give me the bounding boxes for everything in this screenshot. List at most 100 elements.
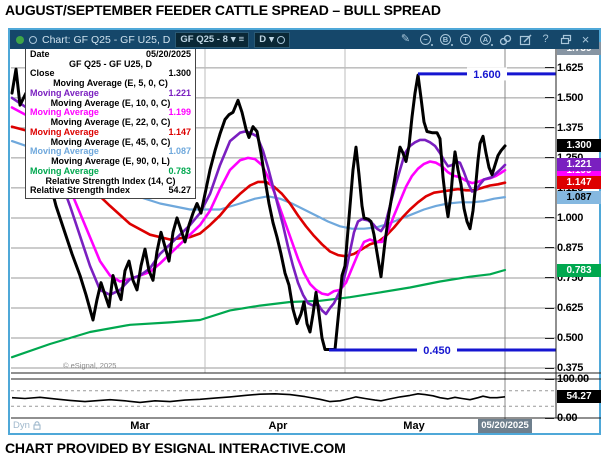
clock-icon[interactable] [276,35,285,44]
window-restore-icon[interactable] [558,32,573,47]
interval-box[interactable]: D ▾ [254,31,290,48]
ref-line-label: 1.600 [473,69,501,81]
axis-tick-text: 1.375 [557,121,584,134]
legend-row-value: 1.300 [168,68,191,79]
legend-row: Relative Strength Index 54.27 [30,186,191,196]
chevron-down-icon[interactable]: ▾ [230,34,236,45]
legend-row-value: 0.783 [168,165,191,176]
indicators-icon[interactable]: ~ [418,32,433,47]
chevron-down-icon[interactable]: ▾ [269,34,274,45]
rsi-axis-label: 0.00 [545,412,601,425]
axis-tick [545,127,554,129]
price-axis-label: 1.375 [545,121,601,134]
legend-row: Moving Average 1.221 [30,87,191,99]
series-rsi [11,392,506,404]
rsi-axis-label: 100.00 [545,373,601,386]
chart-title-label: Chart: GF Q25 - GF U25, D [42,33,171,46]
last-date-badge: 05/20/2025 [478,419,532,433]
help-icon[interactable]: ? [542,33,549,45]
price-badge-1.147: 1.147 [557,176,601,190]
symbol-value: GF Q25 - 8 [180,34,228,45]
price-axis-label: 1.500 [545,91,601,104]
legend-row-label: Moving Average [30,146,99,157]
legend-row: Date 05/20/2025 [30,49,191,60]
legend-row: Moving Average (E, 10, 0, C) [50,97,171,108]
legend-row: Moving Average (E, 5, 0, C) [53,78,168,89]
text-tool-icon[interactable]: T [458,32,473,47]
close-icon[interactable]: × [581,32,590,47]
axis-tick [545,157,554,159]
price-axis-label: 1.625 [545,61,601,74]
axis-tick [545,277,554,279]
link-channels-icon[interactable] [498,32,513,47]
series-ema-90-l- [10,268,507,359]
legend-row: Moving Average 1.199 [30,108,191,118]
axis-tick [545,67,554,69]
axis-tick-text: 1.500 [557,91,584,104]
axis-tick-text: 0.00 [557,412,578,424]
legend-row-label: Date [30,49,50,59]
link-ring-icon[interactable] [29,35,37,44]
axis-tick [545,307,554,309]
legend-row: Relative Strength Index (14, C) [45,175,176,186]
legend-row-label: Moving Average [30,126,99,137]
axis-tick [545,378,554,380]
status-dot-icon[interactable] [16,35,24,44]
price-badge-0.783: 0.783 [557,263,601,277]
edit-notes-icon[interactable] [518,32,533,47]
dyn-label: Dyn [13,420,30,431]
legend-row-label: Relative Strength Index [30,185,131,196]
axis-tick [545,247,554,249]
legend-row-label: Close [30,68,55,79]
price-badge-1.221: 1.221 [557,158,601,172]
legend-row-value: 1.087 [168,146,191,157]
legend-row: Moving Average 0.783 [30,165,191,177]
page-title: AUGUST/SEPTEMBER FEEDER CATTLE SPREAD – … [5,2,441,18]
lock-icon[interactable] [33,421,41,430]
legend-row: GF Q25 - GF U25, D [68,58,153,69]
bar-type-icon[interactable]: B [438,32,453,47]
alert-icon[interactable]: A [478,32,493,47]
axis-tick [545,187,554,189]
draw-pencil-icon[interactable]: ✎ [400,33,411,45]
menu-icon[interactable]: ≡ [238,34,245,45]
legend-row-value: 05/20/2025 [145,49,191,59]
axis-tick-text: 0.625 [557,302,584,314]
legend-row: Moving Average (E, 45, 0, C) [50,136,171,147]
legend-row-value: 54.27 [168,185,191,196]
legend-row-label: Moving Average [30,87,99,98]
price-badge-1.087: 1.087 [557,190,601,204]
interval-value: D [259,34,267,45]
axis-tick-text: 0.500 [557,332,584,344]
ref-line-label: 0.450 [423,345,451,357]
symbol-box[interactable]: GF Q25 - 8 ▾ ≡ [175,31,250,48]
legend-row: Moving Average (E, 90, 0, L) [51,156,170,167]
legend-row-label: Moving Average [30,165,99,176]
price-axis-label: 0.500 [545,332,601,345]
legend-box: Date 05/20/2025 GF Q25 - GF U25, D Close 1.3… [25,47,196,199]
price-axis-label: 0.625 [545,302,601,315]
axis-tick [545,337,554,339]
axis-tick-text: 100.00 [557,373,589,385]
legend-row: Close 1.300 [30,69,191,79]
month-label-apr: Apr [268,420,288,432]
ref-line-label-bg [467,67,507,81]
axis-tick-text: 0.875 [557,241,584,254]
rsi-badge: 54.27 [557,390,601,404]
legend-row-value: 1.147 [168,126,191,137]
axis-tick-text: 1.000 [557,211,584,224]
legend-row: Moving Average 1.147 [30,126,191,138]
month-label-mar: Mar [130,420,150,432]
legend-row-label: Moving Average [30,107,99,118]
price-badge-1.300: 1.300 [557,139,601,153]
axis-tick [545,97,554,99]
axis-tick [545,217,554,219]
legend-row-value: 1.199 [168,107,191,118]
dyn-mode-toggle[interactable]: Dyn [13,420,41,431]
legend-row-value: 1.221 [168,87,191,98]
series-close [10,67,507,351]
copyright-note: © eSignal, 2025 [63,361,117,370]
price-axis-label: 0.875 [545,241,601,254]
